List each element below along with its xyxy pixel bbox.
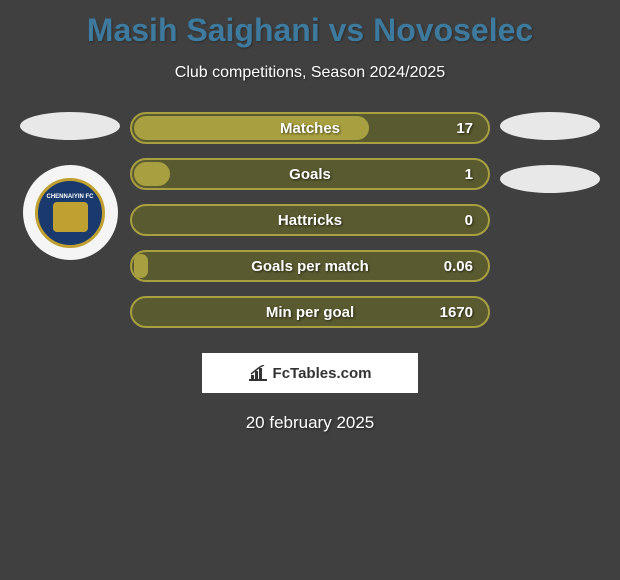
left-column: CHENNAIYIN FC bbox=[10, 112, 130, 328]
stat-value: 1 bbox=[465, 166, 473, 183]
page-subtitle: Club competitions, Season 2024/2025 bbox=[0, 64, 620, 82]
player-photo-placeholder-right-1 bbox=[500, 112, 600, 140]
player-photo-placeholder-left bbox=[20, 112, 120, 140]
stat-label: Matches bbox=[280, 120, 340, 137]
club-badge: CHENNAIYIN FC bbox=[23, 165, 118, 260]
date-text: 20 february 2025 bbox=[0, 413, 620, 433]
stat-label: Hattricks bbox=[278, 212, 342, 229]
chart-icon bbox=[249, 365, 267, 381]
badge-text: CHENNAIYIN FC bbox=[46, 194, 93, 200]
content-container: CHENNAIYIN FC Matches 17 Goals 1 Hattric… bbox=[0, 112, 620, 328]
stat-bar-min-per-goal: Min per goal 1670 bbox=[130, 296, 490, 328]
stat-label: Goals per match bbox=[251, 258, 369, 275]
stat-value: 0 bbox=[465, 212, 473, 229]
stat-label: Goals bbox=[289, 166, 331, 183]
footer-brand-text: FcTables.com bbox=[273, 365, 372, 382]
stat-value: 17 bbox=[456, 120, 473, 137]
badge-inner: CHENNAIYIN FC bbox=[35, 178, 105, 248]
page-title: Masih Saighani vs Novoselec bbox=[0, 0, 620, 49]
footer-brand-box: FcTables.com bbox=[202, 353, 418, 393]
right-column bbox=[490, 112, 610, 328]
stats-column: Matches 17 Goals 1 Hattricks 0 Goals per… bbox=[130, 112, 490, 328]
badge-face-icon bbox=[53, 202, 88, 232]
stat-value: 0.06 bbox=[444, 258, 473, 275]
player-photo-placeholder-right-2 bbox=[500, 165, 600, 193]
stat-label: Min per goal bbox=[266, 304, 354, 321]
stat-bar-matches: Matches 17 bbox=[130, 112, 490, 144]
stat-bar-goals-per-match: Goals per match 0.06 bbox=[130, 250, 490, 282]
stat-value: 1670 bbox=[440, 304, 473, 321]
stat-bar-hattricks: Hattricks 0 bbox=[130, 204, 490, 236]
stat-bar-goals: Goals 1 bbox=[130, 158, 490, 190]
